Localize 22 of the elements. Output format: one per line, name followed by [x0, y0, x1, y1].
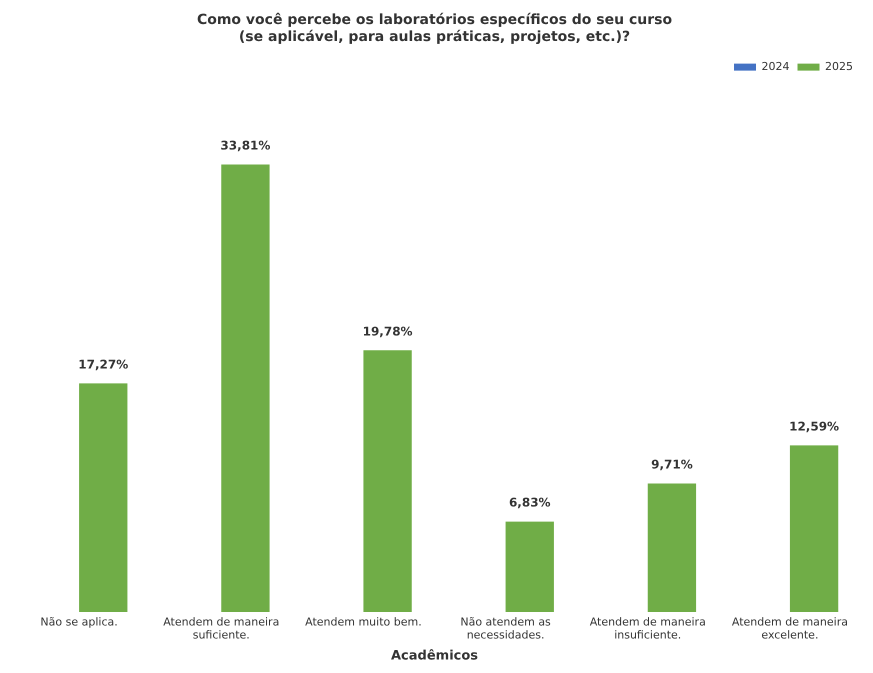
- data-label: 17,27%: [78, 358, 128, 372]
- chart-title: Como você percebe os laboratórios específicos do seu curso (se aplicável, para aulas práticas, projetos, etc.)?: [196, 12, 672, 45]
- x-tick-label: Não se aplica.: [40, 615, 118, 628]
- data-label: 9,71%: [651, 458, 693, 472]
- bar: [648, 483, 696, 612]
- x-tick-label: Atendem de maneira suficiente.: [163, 615, 280, 642]
- x-tick-label: Atendem muito bem.: [305, 615, 422, 628]
- data-label: 12,59%: [789, 419, 840, 434]
- bar: [506, 522, 554, 612]
- data-label: 6,83%: [508, 496, 551, 510]
- x-tick-label: Não atendem as necessidades.: [460, 615, 552, 642]
- bar: [221, 164, 270, 612]
- bar: [79, 383, 128, 612]
- legend-label: 2024: [762, 60, 790, 73]
- bar: [363, 350, 412, 612]
- legend-label: 2025: [825, 60, 854, 73]
- data-label: 33,81%: [220, 138, 270, 153]
- x-tick-label: Atendem de maneira excelente.: [732, 615, 848, 642]
- data-label: 19,78%: [362, 324, 413, 338]
- x-axis-title: Acadêmicos: [390, 648, 478, 664]
- x-tick-label: Atendem de maneira insuficiente.: [590, 615, 706, 642]
- bar: [790, 445, 838, 612]
